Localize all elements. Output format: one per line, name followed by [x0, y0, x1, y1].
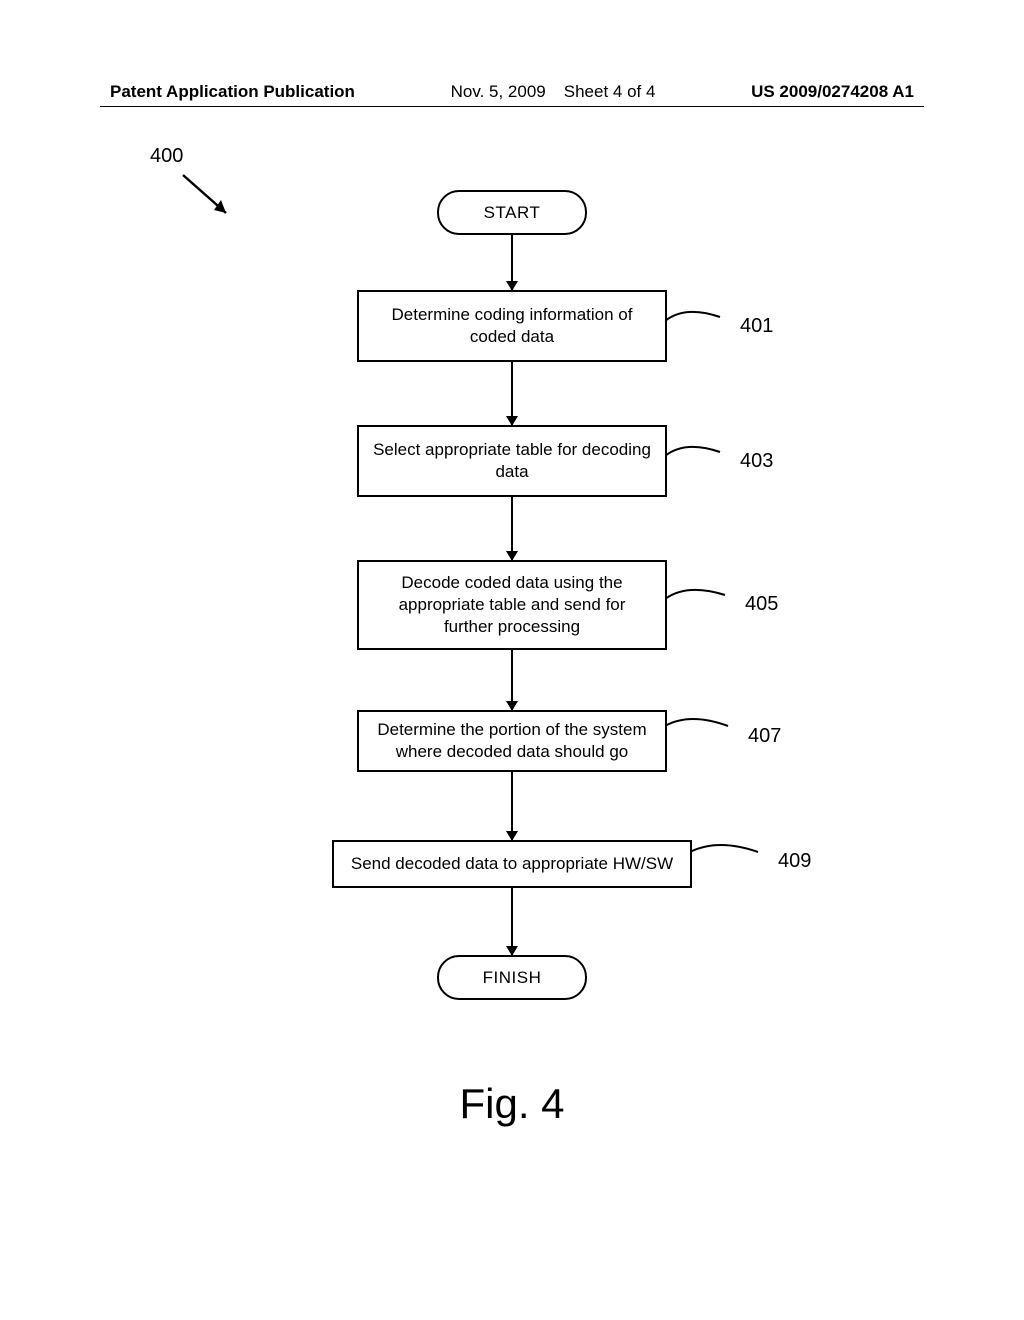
- publication-label: Patent Application Publication: [110, 82, 355, 102]
- connector: [511, 772, 513, 840]
- process-step-5-label: Send decoded data to appropriate HW/SW: [351, 853, 673, 875]
- process-step-3-label: Decode coded data using the appropriate …: [373, 572, 651, 638]
- publication-number: US 2009/0274208 A1: [751, 82, 914, 102]
- reference-401: 401: [740, 315, 773, 338]
- terminal-start-label: START: [484, 203, 541, 223]
- terminal-finish-label: FINISH: [483, 968, 542, 988]
- page: Patent Application Publication Nov. 5, 2…: [0, 0, 1024, 1320]
- leader-line-icon: [665, 303, 735, 333]
- leader-line-icon: [665, 581, 740, 611]
- reference-405: 405: [745, 593, 778, 616]
- connector: [511, 235, 513, 290]
- reference-403: 403: [740, 450, 773, 473]
- process-step-4: Determine the portion of the system wher…: [357, 710, 667, 772]
- process-step-5: Send decoded data to appropriate HW/SW: [332, 840, 692, 888]
- process-step-4-label: Determine the portion of the system wher…: [373, 719, 651, 763]
- process-step-1-label: Determine coding information of coded da…: [373, 304, 651, 348]
- terminal-start: START: [437, 190, 587, 235]
- reference-arrow-icon: [178, 170, 238, 225]
- connector: [511, 362, 513, 425]
- connector: [511, 888, 513, 955]
- figure-caption: Fig. 4: [459, 1080, 564, 1128]
- leader-line-icon: [665, 438, 735, 468]
- leader-line-icon: [665, 712, 743, 742]
- header-divider: [100, 106, 924, 107]
- reference-409: 409: [778, 850, 811, 873]
- leader-line-icon: [690, 838, 772, 868]
- page-header: Patent Application Publication Nov. 5, 2…: [110, 82, 914, 102]
- process-step-2: Select appropriate table for decoding da…: [357, 425, 667, 497]
- connector: [511, 497, 513, 560]
- process-step-2-label: Select appropriate table for decoding da…: [373, 439, 651, 483]
- publication-date: Nov. 5, 2009: [451, 82, 546, 102]
- connector: [511, 650, 513, 710]
- process-step-1: Determine coding information of coded da…: [357, 290, 667, 362]
- figure-reference-400: 400: [150, 145, 183, 168]
- reference-407: 407: [748, 725, 781, 748]
- process-step-3: Decode coded data using the appropriate …: [357, 560, 667, 650]
- terminal-finish: FINISH: [437, 955, 587, 1000]
- sheet-number: Sheet 4 of 4: [564, 82, 656, 102]
